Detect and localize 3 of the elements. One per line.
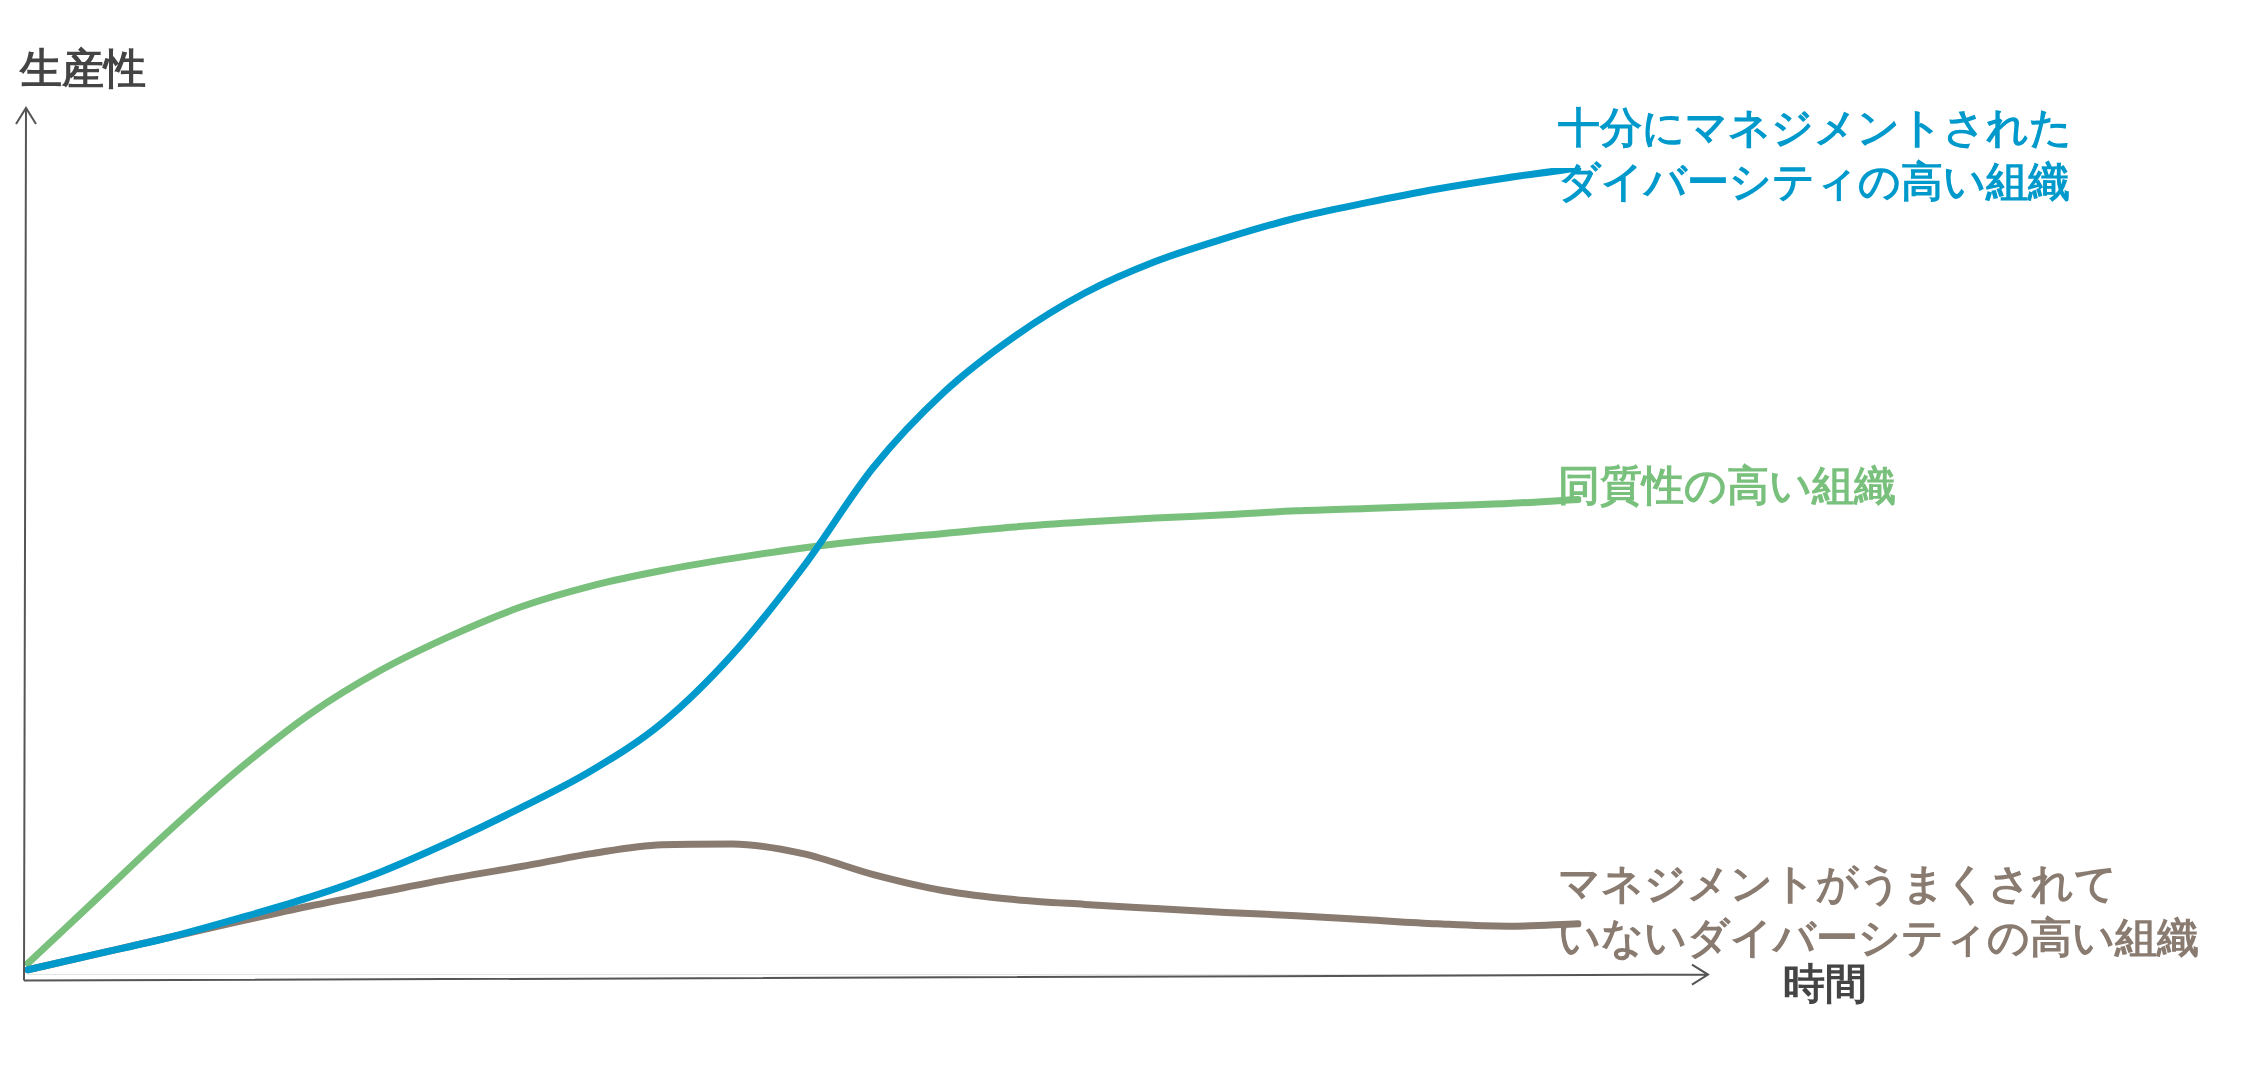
y-axis-title: 生産性 <box>18 43 146 93</box>
series-label: 十分にマネジメントされたダイバーシティの高い組織 <box>1557 102 2072 206</box>
series-label: 同質性の高い組織 <box>1558 461 1896 511</box>
